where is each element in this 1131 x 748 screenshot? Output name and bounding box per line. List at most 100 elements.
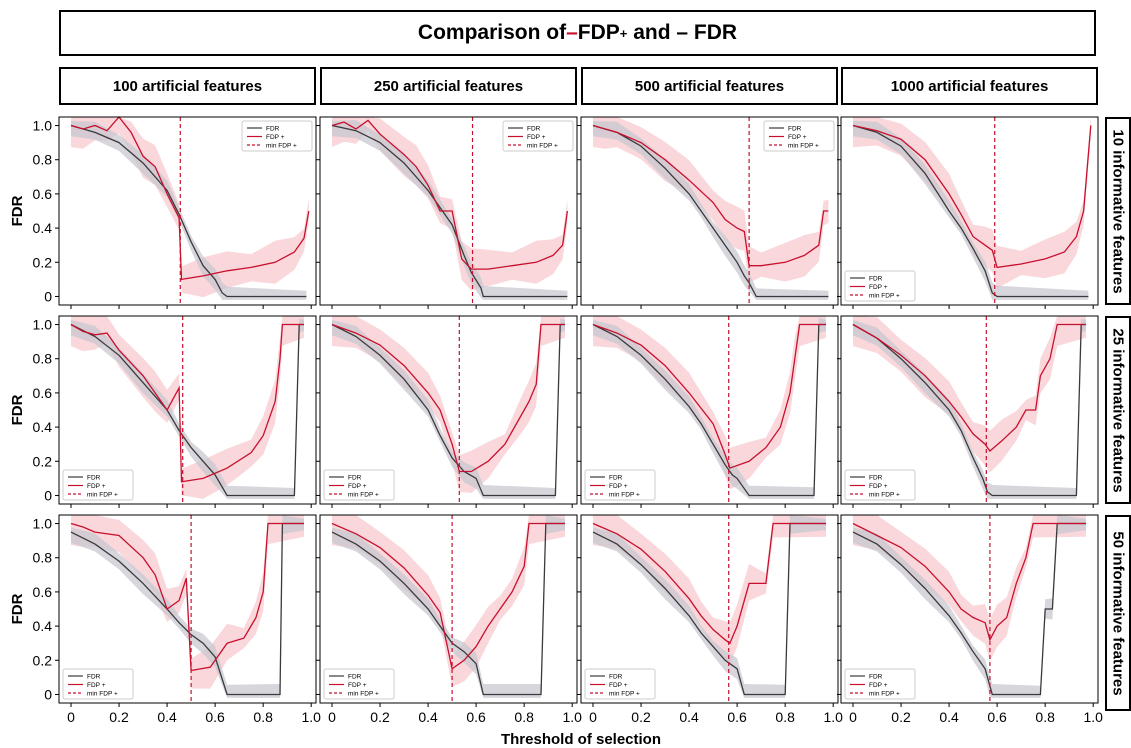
- column-header-1000: 1000 artificial features: [841, 67, 1098, 105]
- y-tick-label: 0: [44, 487, 52, 503]
- x-tick-label: 1.0: [301, 709, 321, 725]
- legend-entry: min FDP +: [87, 691, 118, 698]
- legend-entry: FDR: [869, 475, 883, 482]
- legend-entry: FDP +: [87, 682, 106, 689]
- x-tick-label: 1.0: [1083, 709, 1103, 725]
- title-prefix: Comparison of: [417, 21, 567, 44]
- legend-entry: min FDP +: [348, 492, 379, 499]
- fdr-line: [70, 323, 304, 497]
- y-tick-label: 0.6: [33, 186, 53, 202]
- x-tick-label: 0: [67, 709, 75, 725]
- y-tick-label: 0.8: [33, 152, 53, 168]
- panel-frame: [319, 315, 578, 505]
- fdp-confidence-band: [853, 316, 1086, 473]
- legend-entry: FDR: [87, 475, 101, 482]
- panel-frame: [840, 514, 1099, 704]
- fdp-plus-line: [852, 522, 1086, 642]
- x-tick-label: 0.4: [157, 709, 177, 725]
- y-tick-label: 0.4: [33, 618, 53, 634]
- x-tick-label: 0.4: [679, 709, 699, 725]
- x-tick-label: 0.8: [1035, 709, 1055, 725]
- fdr-line: [852, 323, 1086, 497]
- legend-entry: FDR: [87, 674, 101, 681]
- legend-entry: FDP +: [527, 134, 546, 141]
- x-tick-label: 0.4: [939, 709, 959, 725]
- legend-entry: FDP +: [869, 682, 888, 689]
- row-header-25: 25 informative features: [1105, 316, 1131, 504]
- legend-entry: FDP +: [348, 682, 367, 689]
- fdr-confidence-band: [853, 515, 1086, 698]
- panel-frame: [319, 116, 578, 306]
- panel-frame: [58, 116, 317, 306]
- figure-title: Comparison of – FDP + and – FDR: [59, 10, 1096, 56]
- fdr-line: [331, 323, 565, 497]
- x-tick-label: 0: [328, 709, 336, 725]
- fdr-confidence-band: [71, 120, 307, 300]
- x-tick-label: 0: [849, 709, 857, 725]
- fdp-plus-line: [331, 522, 565, 670]
- panel-frame: [840, 315, 1099, 505]
- x-tick-label: 0.8: [253, 709, 273, 725]
- x-tick-label: 0.8: [514, 709, 534, 725]
- panel-frame: [840, 116, 1099, 306]
- y-tick-label: 1.0: [33, 516, 53, 532]
- legend-entry: min FDP +: [87, 492, 118, 499]
- x-tick-label: 0.4: [418, 709, 438, 725]
- legend-entry: FDP +: [87, 483, 106, 490]
- title-fdp: FDP: [577, 21, 620, 44]
- x-tick-label: 0.2: [109, 709, 129, 725]
- legend-entry: FDR: [788, 126, 802, 133]
- fdr-line: [70, 124, 307, 298]
- legend-entry: FDR: [869, 674, 883, 681]
- y-axis-label: FDR: [9, 394, 26, 425]
- fdr-line: [592, 124, 829, 298]
- legend-entry: FDP +: [788, 134, 807, 141]
- legend-entry: FDP +: [266, 134, 285, 141]
- fdr-confidence-band: [853, 120, 1089, 300]
- y-tick-label: 0: [44, 288, 52, 304]
- panel-frame: [580, 514, 839, 704]
- fdp-plus-line: [70, 323, 304, 483]
- fdp-plus-line: [592, 323, 826, 469]
- fdr-line: [852, 124, 1089, 298]
- y-tick-label: 1.0: [33, 317, 53, 333]
- x-tick-label: 0.2: [631, 709, 651, 725]
- fdp-plus-line: [331, 119, 569, 270]
- legend-entry: FDP +: [609, 483, 628, 490]
- fdp-plus-line: [70, 522, 304, 672]
- fdp-plus-line: [70, 115, 310, 281]
- fdp-confidence-band: [332, 515, 565, 687]
- legend-entry: FDP +: [348, 483, 367, 490]
- legend-entry: FDR: [348, 475, 362, 482]
- fdr-confidence-band: [332, 318, 565, 499]
- fdr-confidence-band: [71, 318, 304, 499]
- y-tick-label: 0.6: [33, 385, 53, 401]
- fdp-plus-line: [852, 323, 1086, 452]
- x-tick-label: 0.6: [727, 709, 747, 725]
- fdp-plus-line: [852, 124, 1092, 269]
- legend-entry: min FDP +: [869, 492, 900, 499]
- legend-entry: FDR: [609, 674, 623, 681]
- legend-entry: min FDP +: [266, 143, 297, 150]
- title-fdp-subscript: +: [619, 25, 628, 41]
- legend-entry: min FDP +: [348, 691, 379, 698]
- column-header-500: 500 artificial features: [581, 67, 838, 105]
- title-fdr-mark: –: [676, 21, 689, 44]
- column-header-250: 250 artificial features: [320, 67, 577, 105]
- legend-entry: FDR: [609, 475, 623, 482]
- row-header-50: 50 informative features: [1105, 515, 1131, 711]
